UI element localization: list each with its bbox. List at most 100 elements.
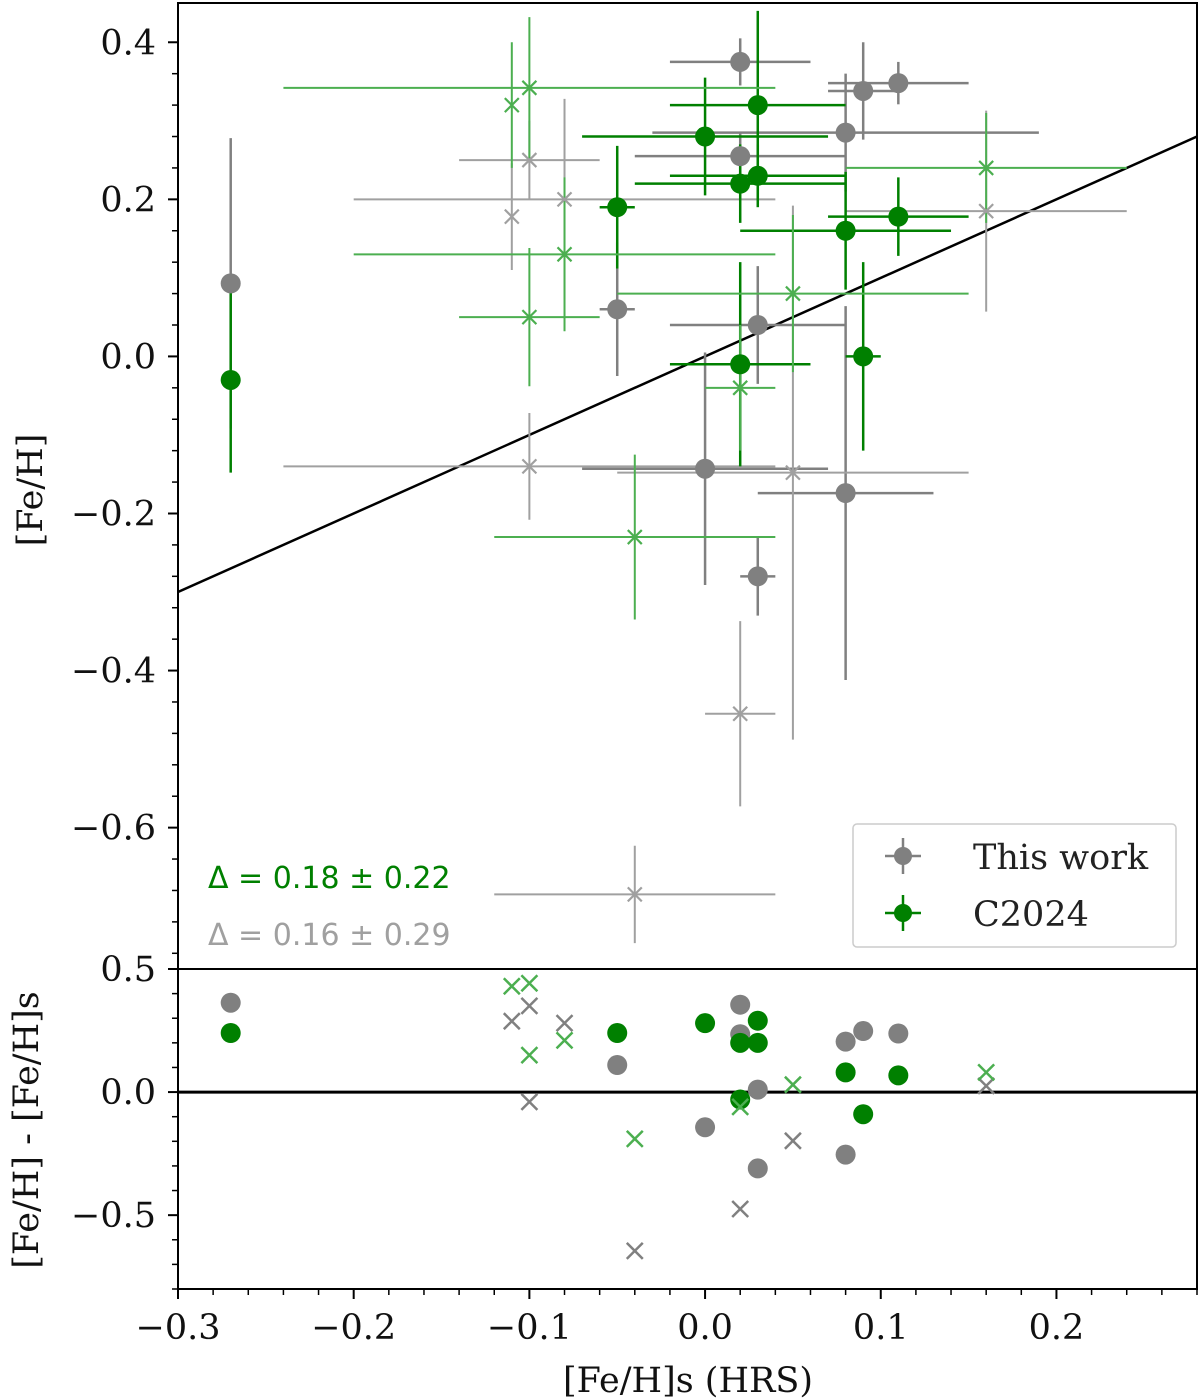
residual-point-circle	[220, 1023, 241, 1043]
residual-point-cross	[625, 1241, 644, 1260]
data-point-circle	[730, 173, 751, 194]
data-point-circle	[888, 206, 909, 227]
annotation-delta-this-work: Δ = 0.16 ± 0.29	[208, 918, 451, 953]
residual-point-circle	[695, 1117, 716, 1138]
residual-point-circle	[853, 1021, 874, 1042]
xtick-label: −0.3	[136, 1308, 221, 1348]
data-point-circle	[695, 458, 716, 479]
residual-point-cross	[555, 1031, 574, 1050]
bottom-ticks: 0.5 0.0 −0.5 −0.3 −0.2 −0.1 0.0 0.1 0.2	[71, 950, 1198, 1348]
bottom-axes-frame	[177, 968, 1198, 1290]
data-point-circle	[607, 299, 628, 320]
residual-point-circle	[730, 1089, 751, 1110]
residual-point-circle	[747, 1079, 768, 1100]
residual-point-cross	[625, 1129, 644, 1148]
annotation-delta-c2024: Δ = 0.18 ± 0.22	[208, 861, 451, 896]
residual-point-cross	[977, 1063, 996, 1082]
top-ytick-label: 0.2	[100, 180, 156, 220]
residual-point-circle	[747, 1158, 768, 1179]
data-point-cross	[785, 285, 801, 302]
data-point-circle	[747, 315, 768, 335]
top-ylabel: [Fe/H]	[11, 434, 51, 547]
legend-entry-this-work: This work	[885, 838, 1149, 878]
residual-point-circle	[220, 992, 241, 1013]
residual-point-cross	[520, 974, 539, 993]
residual-point-circle	[888, 1065, 909, 1086]
data-point-cross	[978, 203, 994, 219]
top-error-bars	[229, 10, 1127, 944]
data-point-circle	[747, 95, 768, 116]
residual-point-circle	[835, 1062, 856, 1083]
data-point-circle	[730, 146, 751, 167]
residual-point-circle	[607, 1023, 628, 1043]
bottom-ytick-label: 0.0	[100, 1073, 156, 1113]
legend-c2024-marker	[894, 904, 912, 922]
data-point-circle	[747, 165, 768, 186]
bottom-markers	[220, 974, 996, 1260]
legend-c2024-label: C2024	[973, 895, 1089, 935]
residual-point-cross	[731, 1097, 750, 1116]
data-point-cross	[978, 160, 994, 176]
residual-point-circle	[853, 1104, 874, 1125]
top-ytick-label: −0.4	[71, 652, 156, 692]
top-markers	[220, 51, 994, 903]
data-point-cross	[556, 246, 573, 263]
residual-point-circle	[607, 1055, 628, 1075]
data-point-circle	[695, 126, 716, 147]
legend-this-work-label: This work	[973, 838, 1149, 878]
residual-point-cross	[520, 1093, 539, 1111]
residual-point-circle	[747, 1010, 768, 1031]
legend-this-work-marker	[894, 847, 912, 865]
residual-point-cross	[784, 1131, 802, 1150]
data-point-circle	[607, 197, 628, 218]
top-ytick-label: 0.4	[100, 23, 156, 63]
data-point-circle	[888, 73, 909, 94]
data-point-circle	[853, 346, 874, 367]
data-point-cross	[785, 464, 801, 481]
residual-point-circle	[888, 1023, 909, 1044]
xtick-label: −0.2	[311, 1308, 396, 1348]
data-point-circle	[730, 354, 751, 375]
residual-point-circle	[730, 994, 751, 1015]
xtick-label: −0.1	[487, 1308, 572, 1348]
bottom-xlabel: [Fe/H]s (HRS)	[563, 1361, 813, 1400]
data-point-cross	[504, 97, 520, 113]
bottom-panel: 0.5 0.0 −0.5 −0.3 −0.2 −0.1 0.0 0.1 0.2 [Fe/H] -…	[7, 950, 1198, 1400]
xtick-label: 0.0	[677, 1308, 733, 1348]
residual-point-cross	[502, 977, 521, 996]
residual-point-cross	[520, 1046, 539, 1065]
data-point-cross	[521, 80, 538, 96]
bottom-ylabel: [Fe/H] - [Fe/H]s	[7, 991, 47, 1268]
residual-point-cross	[502, 1012, 521, 1031]
data-point-circle	[730, 51, 751, 72]
data-point-circle	[220, 369, 241, 390]
data-point-cross	[732, 380, 748, 396]
top-ticks: 0.4 0.2 0.0 −0.2 −0.4 −0.6	[71, 23, 178, 955]
residual-point-cross	[977, 1077, 996, 1095]
residual-point-cross	[784, 1075, 802, 1094]
data-point-circle	[853, 80, 874, 101]
residual-point-circle	[835, 1144, 856, 1165]
data-point-circle	[835, 122, 856, 143]
top-panel: 0.4 0.2 0.0 −0.2 −0.4 −0.6 Δ = 0.18 ± 0.22 Δ …	[11, 2, 1198, 970]
residual-point-cross	[520, 997, 539, 1015]
data-point-cross	[732, 705, 748, 722]
top-ytick-label: −0.2	[71, 494, 156, 534]
data-point-circle	[835, 220, 856, 241]
data-point-circle	[220, 273, 241, 294]
data-point-cross	[627, 529, 643, 545]
xtick-label: 0.2	[1029, 1308, 1085, 1348]
data-point-cross	[627, 886, 643, 903]
legend-box	[852, 823, 1177, 948]
data-point-cross	[521, 309, 538, 325]
residual-point-circle	[695, 1013, 716, 1034]
xtick-label: 0.1	[853, 1308, 909, 1348]
data-point-circle	[835, 483, 856, 504]
bottom-ytick-label: −0.5	[71, 1196, 156, 1236]
data-point-cross	[504, 208, 520, 225]
data-point-cross	[521, 152, 538, 168]
legend-entry-c2024: C2024	[885, 895, 1089, 935]
legend: This work C2024	[852, 823, 1177, 948]
residual-point-circle	[835, 1031, 856, 1052]
